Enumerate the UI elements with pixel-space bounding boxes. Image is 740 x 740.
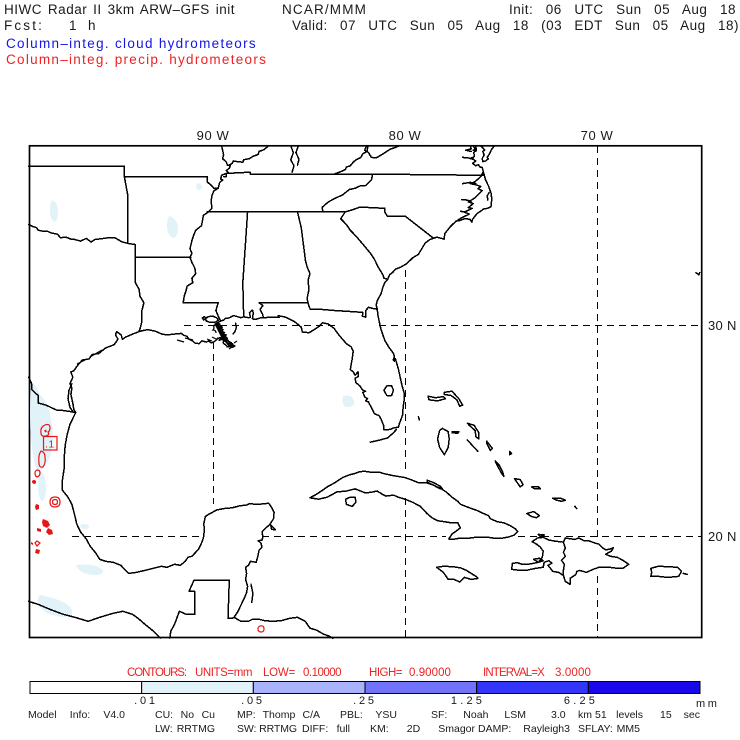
svg-text:mm: mm bbox=[696, 698, 720, 710]
svg-text:80 W: 80 W bbox=[389, 128, 422, 143]
svg-text:.05: .05 bbox=[241, 695, 265, 707]
svg-text:.01: .01 bbox=[134, 695, 158, 707]
svg-text:70 W: 70 W bbox=[581, 128, 614, 143]
svg-text:90 W: 90 W bbox=[197, 128, 230, 143]
svg-text:.1: .1 bbox=[45, 439, 55, 451]
svg-text:30 N: 30 N bbox=[708, 318, 737, 333]
svg-text:20 N: 20 N bbox=[708, 529, 737, 544]
svg-text:1.25: 1.25 bbox=[451, 695, 485, 707]
svg-text:6.25: 6.25 bbox=[564, 695, 598, 707]
svg-text:.25: .25 bbox=[353, 695, 377, 707]
